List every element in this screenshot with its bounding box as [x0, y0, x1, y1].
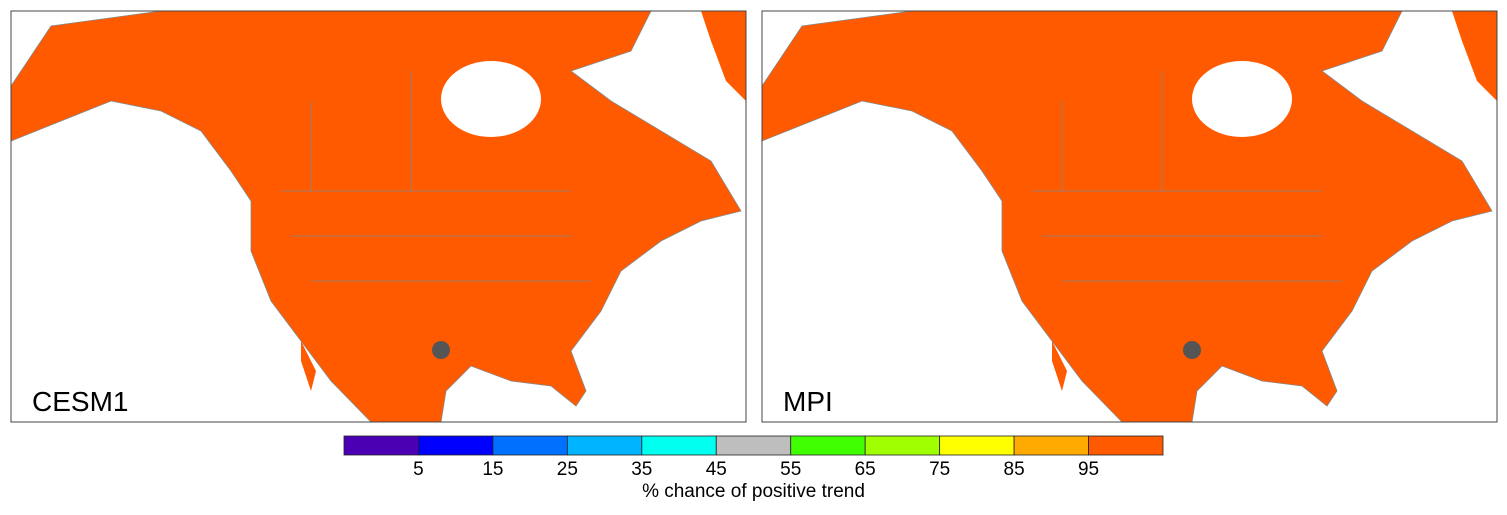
colorbar-box — [939, 435, 1015, 456]
colorbar: 5 15 25 35 45 55 65 75 85 95 % chance of positive … — [343, 435, 1164, 502]
colorbar-box — [492, 435, 568, 456]
map-panels: CESM1 MPI — [10, 10, 1498, 423]
colorbar-tick-label: 25 — [557, 459, 578, 480]
colorbar-box — [566, 435, 643, 456]
colorbar-box — [1088, 435, 1164, 456]
map-panel: MPI — [761, 10, 1498, 423]
colorbar-box — [715, 435, 792, 456]
land-map — [10, 10, 747, 423]
colorbar-tick-label: 35 — [631, 459, 652, 480]
colorbar-box — [1013, 435, 1089, 456]
colorbar-tick-label: 5 — [413, 459, 424, 480]
land-map — [761, 10, 1498, 423]
colorbar-label: % chance of positive trend — [642, 481, 865, 502]
colorbar-tick-label: 55 — [780, 459, 801, 480]
colorbar-tick-label: 85 — [1004, 459, 1025, 480]
colorbar-box — [790, 435, 866, 456]
panel-label: MPI — [783, 386, 833, 417]
panel-border — [10, 10, 747, 423]
colorbar-tick-label: 75 — [929, 459, 950, 480]
map-panel: CESM1 — [10, 10, 747, 423]
panel-border — [761, 10, 1498, 423]
colorbar-tick-label: 95 — [1078, 459, 1099, 480]
colorbar-tick-label: 45 — [706, 459, 727, 480]
colorbar-box — [418, 435, 494, 456]
colorbar-box — [864, 435, 941, 456]
panel-label: CESM1 — [32, 386, 128, 417]
colorbar-box — [641, 435, 717, 456]
colorbar-tick-label: 15 — [482, 459, 503, 480]
colorbar-tick-label: 65 — [855, 459, 876, 480]
colorbar-box — [343, 435, 419, 456]
